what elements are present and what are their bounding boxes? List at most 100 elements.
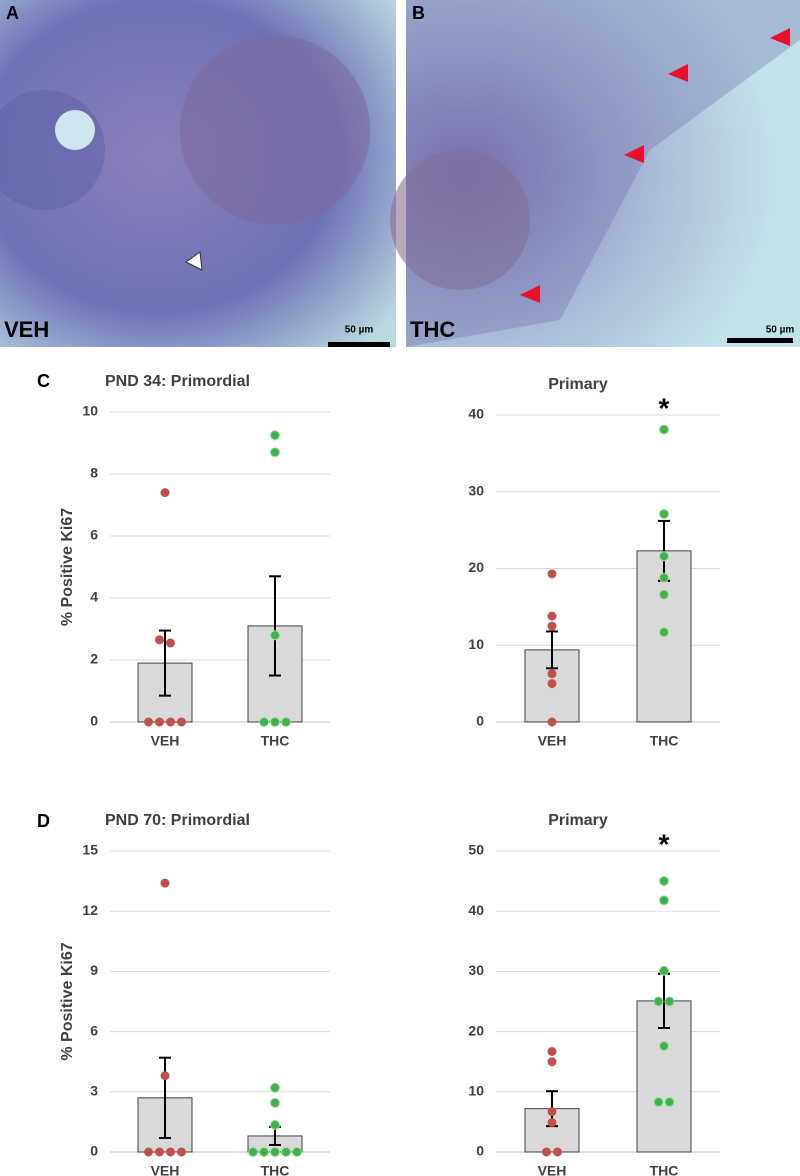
data-point	[270, 430, 280, 441]
data-point	[547, 1046, 557, 1056]
x-tick-label: THC	[650, 1163, 679, 1176]
y-tick-label: 0	[476, 1143, 484, 1159]
y-tick-label: 50	[468, 842, 484, 858]
data-point	[281, 717, 291, 727]
data-point	[270, 1147, 280, 1157]
chart-title: PND 70: Primordial	[105, 812, 250, 829]
panel-label: C	[37, 371, 50, 391]
data-point	[547, 611, 557, 621]
data-point	[659, 589, 669, 600]
y-tick-label: 40	[468, 406, 484, 422]
chart-title: PND 34: Primordial	[105, 373, 250, 390]
data-point	[547, 679, 557, 689]
y-tick-label: 15	[82, 842, 98, 858]
significance-marker: *	[659, 828, 670, 859]
y-tick-label: 20	[468, 1022, 484, 1038]
data-point	[144, 717, 153, 727]
y-tick-label: 0	[90, 1143, 98, 1159]
y-tick-label: 10	[82, 403, 98, 419]
x-tick-label: VEH	[151, 733, 180, 749]
data-point	[659, 572, 669, 583]
data-point	[248, 1147, 258, 1157]
y-tick-label: 6	[90, 1022, 98, 1038]
y-tick-label: 30	[468, 482, 484, 498]
data-point	[547, 1118, 557, 1128]
data-point	[659, 424, 669, 435]
data-point	[553, 1147, 562, 1157]
y-tick-label: 40	[468, 902, 484, 918]
data-point	[547, 569, 557, 579]
panel-label: A	[6, 3, 19, 23]
data-point	[270, 447, 280, 458]
y-tick-label: 30	[468, 962, 484, 978]
data-point	[659, 627, 669, 638]
data-point	[160, 878, 170, 888]
panel-label: D	[37, 811, 50, 831]
data-point	[659, 1041, 669, 1052]
y-tick-label: 0	[476, 713, 484, 729]
data-point	[659, 551, 669, 562]
data-point	[155, 1147, 164, 1157]
image-caption: THC	[410, 317, 455, 342]
x-tick-label: VEH	[538, 733, 567, 749]
y-tick-label: 8	[90, 465, 98, 481]
y-axis-label: % Positive Ki67	[59, 942, 76, 1060]
data-point	[270, 1097, 280, 1108]
data-point	[542, 1147, 551, 1157]
x-tick-label: VEH	[538, 1163, 567, 1176]
scale-bar-label: 50 µm	[766, 325, 795, 336]
data-point	[659, 965, 669, 976]
x-tick-label: THC	[261, 1163, 290, 1176]
data-point	[281, 1147, 291, 1157]
data-point	[144, 1147, 153, 1157]
y-tick-label: 3	[90, 1083, 98, 1099]
significance-marker: *	[659, 392, 670, 423]
data-point	[270, 630, 280, 641]
x-tick-label: THC	[261, 733, 290, 749]
chart-title: Primary	[548, 376, 608, 393]
y-tick-label: 6	[90, 527, 98, 543]
data-point	[659, 876, 669, 887]
data-point	[292, 1147, 302, 1157]
data-point	[177, 717, 186, 727]
x-tick-label: VEH	[151, 1163, 180, 1176]
data-point	[547, 669, 557, 679]
data-point	[160, 488, 170, 498]
y-tick-label: 9	[90, 962, 98, 978]
y-tick-label: 10	[468, 1083, 484, 1099]
y-tick-label: 4	[90, 589, 98, 605]
data-point	[270, 717, 280, 727]
y-tick-label: 0	[90, 713, 98, 729]
y-tick-label: 20	[468, 559, 484, 575]
y-axis-label: % Positive Ki67	[59, 508, 76, 626]
micrograph-a	[0, 0, 396, 347]
chart-title: Primary	[548, 812, 608, 829]
data-point	[270, 1119, 280, 1130]
data-point	[664, 996, 675, 1007]
data-point	[259, 717, 269, 727]
y-tick-label: 10	[468, 636, 484, 652]
data-point	[547, 621, 557, 631]
scale-bar-label: 50 µm	[345, 325, 374, 336]
data-point	[653, 1097, 664, 1108]
y-tick-label: 2	[90, 651, 98, 667]
data-point	[155, 635, 164, 645]
data-point	[659, 895, 669, 906]
data-point	[177, 1147, 186, 1157]
data-point	[166, 1147, 175, 1157]
data-point	[653, 996, 664, 1007]
data-point	[547, 717, 557, 727]
data-point	[155, 717, 164, 727]
data-point	[166, 717, 175, 727]
data-point	[547, 1107, 557, 1117]
data-point	[259, 1147, 269, 1157]
panel-label: B	[412, 3, 425, 23]
data-point	[659, 509, 669, 520]
data-point	[160, 1071, 170, 1081]
micrograph-b	[390, 0, 800, 347]
x-tick-label: THC	[650, 733, 679, 749]
data-point	[166, 638, 175, 648]
data-point	[270, 1082, 280, 1093]
data-point	[664, 1097, 675, 1108]
